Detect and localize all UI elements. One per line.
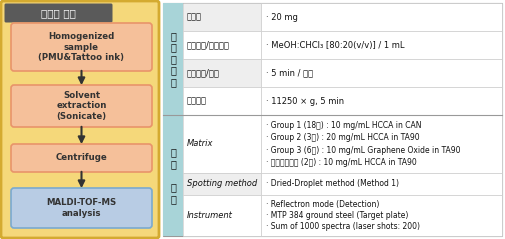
Text: Centrifuge: Centrifuge xyxy=(56,153,108,163)
Bar xyxy=(261,31,502,59)
FancyBboxPatch shape xyxy=(11,23,152,71)
Bar xyxy=(163,3,183,115)
Bar xyxy=(183,115,261,173)
Text: · Group 3 (6종) : 10 mg/mL Graphene Oxide in TA90: · Group 3 (6종) : 10 mg/mL Graphene Oxide… xyxy=(266,146,461,155)
Text: · Group 1 (18종) : 10 mg/mL HCCA in CAN: · Group 1 (18종) : 10 mg/mL HCCA in CAN xyxy=(266,121,422,130)
Bar xyxy=(183,59,261,87)
Text: · 5 min / 실온: · 5 min / 실온 xyxy=(266,69,313,77)
FancyBboxPatch shape xyxy=(5,4,113,22)
Text: 전
처
리
조
건: 전 처 리 조 건 xyxy=(170,31,176,87)
Text: Solvent
extraction
(Sonicate): Solvent extraction (Sonicate) xyxy=(57,91,107,121)
Text: 시료량: 시료량 xyxy=(187,12,202,22)
Bar xyxy=(261,173,502,195)
FancyBboxPatch shape xyxy=(1,1,159,238)
Text: · 11250 × g, 5 min: · 11250 × g, 5 min xyxy=(266,97,344,105)
FancyBboxPatch shape xyxy=(11,85,152,127)
Bar xyxy=(183,31,261,59)
Text: Instrument: Instrument xyxy=(187,211,233,220)
Bar xyxy=(163,115,183,236)
Text: Homogenized
sample
(PMU&Tattoo ink): Homogenized sample (PMU&Tattoo ink) xyxy=(38,32,125,62)
Text: · Dried-Droplet method (Method 1): · Dried-Droplet method (Method 1) xyxy=(266,179,399,189)
Bar xyxy=(261,115,502,173)
Text: · MeOH:CHCl₃ [80:20(v/v)] / 1 mL: · MeOH:CHCl₃ [80:20(v/v)] / 1 mL xyxy=(266,40,405,49)
Text: 추출시간/온도: 추출시간/온도 xyxy=(187,69,220,77)
Text: Matrix: Matrix xyxy=(187,140,214,148)
Bar xyxy=(261,59,502,87)
FancyBboxPatch shape xyxy=(11,144,152,172)
Text: 원심분리: 원심분리 xyxy=(187,97,207,105)
Bar xyxy=(183,195,261,236)
Text: · 20 mg: · 20 mg xyxy=(266,12,298,22)
Text: · Group 2 (3종) : 20 mg/mL HCCA in TA90: · Group 2 (3종) : 20 mg/mL HCCA in TA90 xyxy=(266,133,420,142)
Bar xyxy=(183,3,261,31)
Bar xyxy=(183,87,261,115)
Text: · Sum of 1000 spectra (laser shots: 200): · Sum of 1000 spectra (laser shots: 200) xyxy=(266,222,420,231)
Text: · Reflectron mode (Detection): · Reflectron mode (Detection) xyxy=(266,200,379,209)
Bar xyxy=(163,3,502,236)
Bar xyxy=(261,195,502,236)
Text: MALDI-TOF-MS
analysis: MALDI-TOF-MS analysis xyxy=(46,198,117,218)
Bar xyxy=(183,173,261,195)
FancyBboxPatch shape xyxy=(11,188,152,228)
Bar xyxy=(261,3,502,31)
Text: · 개별분석성분 (2종) : 10 mg/mL HCCA in TA90: · 개별분석성분 (2종) : 10 mg/mL HCCA in TA90 xyxy=(266,158,417,167)
Text: Spotting method: Spotting method xyxy=(187,179,257,189)
Text: · MTP 384 ground steel (Target plate): · MTP 384 ground steel (Target plate) xyxy=(266,211,409,220)
Bar xyxy=(261,87,502,115)
Text: 추출용매/용매용량: 추출용매/용매용량 xyxy=(187,40,230,49)
Text: 전처리 과정: 전처리 과정 xyxy=(40,8,75,18)
Text: 분
석

조
건: 분 석 조 건 xyxy=(170,147,176,204)
